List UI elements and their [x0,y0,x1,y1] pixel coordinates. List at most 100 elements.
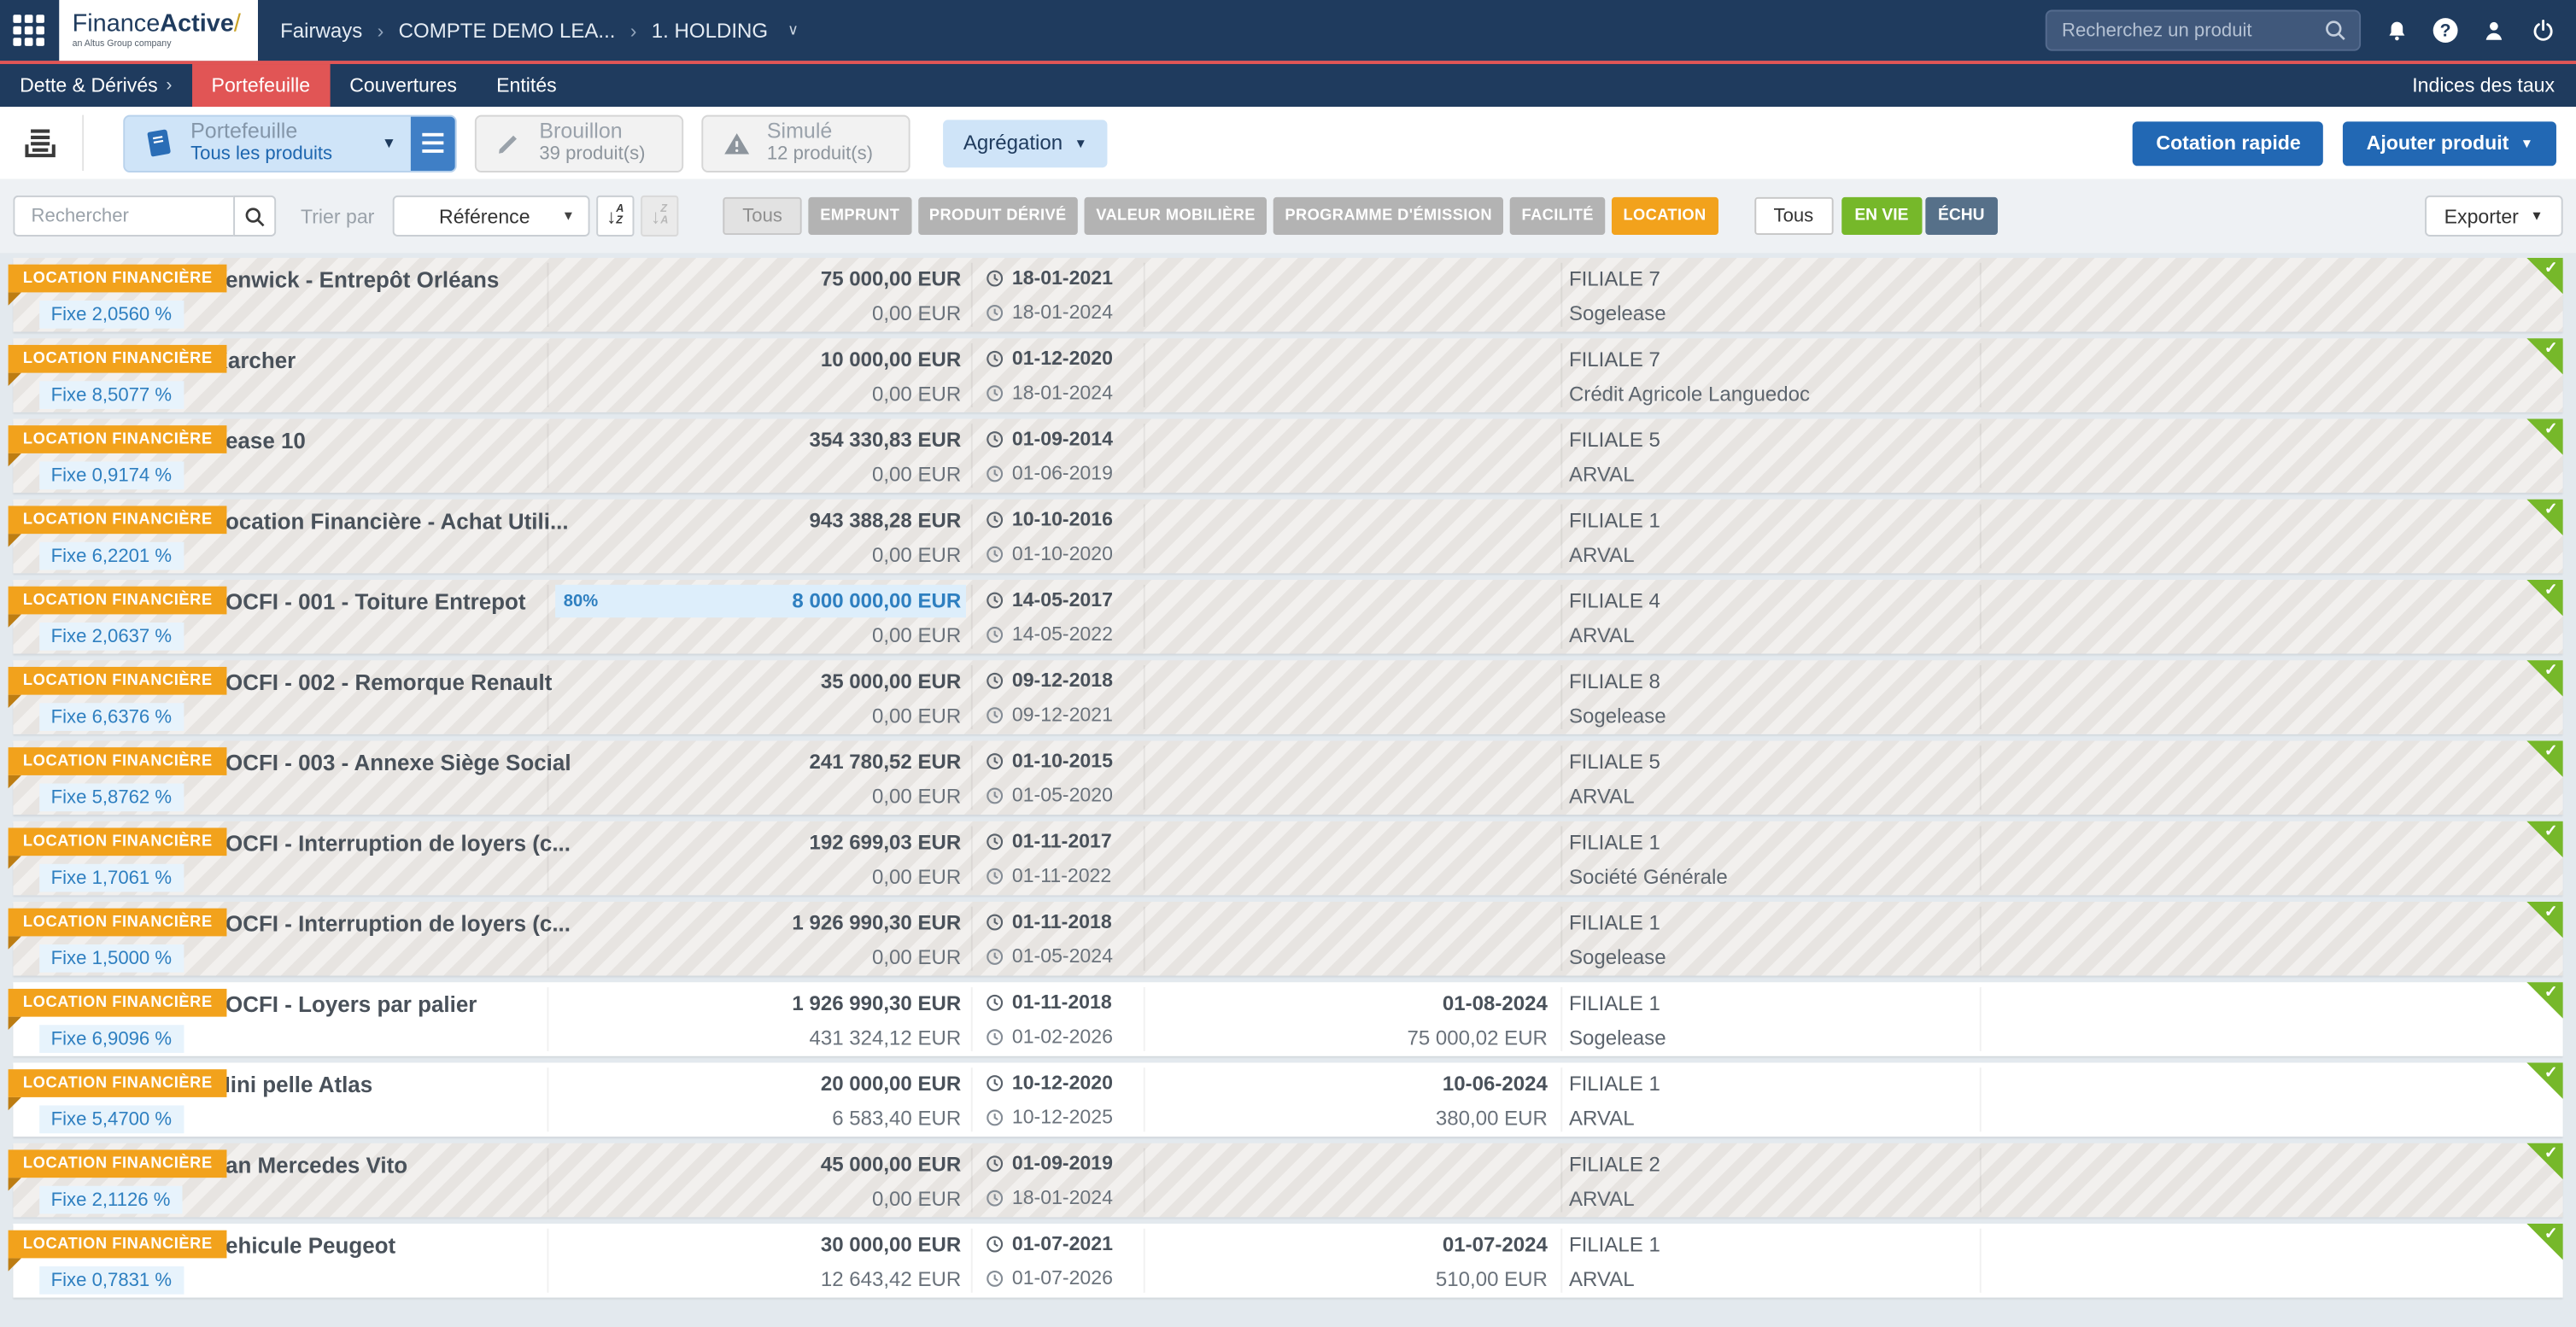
product-name[interactable]: LOCFI - Loyers par palier [212,991,477,1017]
rate-chip[interactable]: Fixe 2,1126 % [39,1185,182,1214]
product-name[interactable]: LOCFI - 002 - Remorque Renault [212,669,553,695]
status-filter-expired[interactable]: ÉCHU [1924,196,1998,236]
product-name[interactable]: Lease 10 [212,429,306,453]
print-list-icon[interactable] [21,124,59,161]
product-row[interactable]: LOCATION FINANCIÈRE Fixe 2,0637 % LOCFI … [8,579,2563,654]
rate-chip[interactable]: Fixe 8,5077 % [39,381,184,409]
list-search-input[interactable] [27,204,220,228]
product-row[interactable]: LOCATION FINANCIÈRE Fixe 1,5000 % LOCFI … [8,902,2563,976]
sort-desc-button[interactable]: ↓ Z A [640,195,679,237]
validated-corner-icon [2526,499,2563,536]
add-product-button[interactable]: Ajouter produit ▼ [2343,120,2556,166]
amount-cell: 192 699,03 EUR 0,00 EUR [555,821,966,896]
type-filter-location[interactable]: LOCATION [1612,196,1718,236]
rate-chip[interactable]: Fixe 2,0637 % [39,623,184,651]
chevron-down-icon[interactable]: ▼ [381,134,396,151]
nav-item-portefeuille[interactable]: Portefeuille [191,64,331,108]
product-name[interactable]: LOCFI - 003 - Annexe Siège Social [212,751,571,775]
validated-corner-icon [2526,418,2563,455]
type-filter-programme-emission[interactable]: PROGRAMME D'ÉMISSION [1273,196,1504,236]
nav-item-entites[interactable]: Entités [496,73,557,97]
simulated-view-button[interactable]: Simulé 12 produit(s) [700,114,911,172]
next-payment-cell: 10-06-2024 380,00 EUR [1163,1063,1554,1137]
cell-divider [547,262,549,327]
cell-divider [547,665,549,730]
breadcrumb-item-account[interactable]: COMPTE DEMO LEA... [398,19,616,43]
type-filter-all[interactable]: Tous [723,196,803,236]
product-row[interactable]: LOCATION FINANCIÈRE Fixe 0,9174 % Lease … [8,418,2563,494]
type-filter-produit-derive[interactable]: PRODUIT DÉRIVÉ [917,196,1079,236]
rate-chip[interactable]: Fixe 2,0560 % [39,301,184,329]
product-row[interactable]: LOCATION FINANCIÈRE Fixe 2,1126 % Van Me… [8,1143,2563,1218]
product-name[interactable]: Mini pelle Atlas [212,1073,373,1097]
clock-icon [986,833,1004,850]
filter-bar: Trier par Référence ▼ ↓AZ ↓ZA Tous EMPRU… [0,178,2576,254]
product-name[interactable]: LOCFI - Interruption de loyers (c... [212,831,571,856]
product-row[interactable]: LOCATION FINANCIÈRE Fixe 5,4700 % Mini p… [8,1062,2563,1137]
export-button[interactable]: Exporter ▼ [2424,195,2563,237]
draft-view-button[interactable]: Brouillon 39 produit(s) [475,114,683,172]
nav-item-dette-derives[interactable]: Dette & Dérivés › [20,73,173,97]
product-name[interactable]: Vehicule Peugeot [212,1233,396,1259]
product-row[interactable]: LOCATION FINANCIÈRE Fixe 8,5077 % Karche… [8,338,2563,412]
cell-divider [970,1067,973,1132]
product-row[interactable]: LOCATION FINANCIÈRE Fixe 6,9096 % LOCFI … [8,982,2563,1056]
brand-logo[interactable]: FinanceActive/ an Altus Group company [59,0,258,61]
product-row[interactable]: LOCATION FINANCIÈRE Fixe 0,7831 % Vehicu… [8,1224,2563,1298]
check-icon: ✓ [2544,662,2558,681]
clock-icon [986,1189,1004,1206]
type-filter-facilite[interactable]: FACILITÉ [1510,196,1606,236]
rate-chip[interactable]: Fixe 1,7061 % [39,863,184,892]
rate-chip[interactable]: Fixe 1,5000 % [39,944,184,973]
end-date: 01-05-2024 [1011,944,1113,967]
product-row[interactable]: LOCATION FINANCIÈRE Fixe 5,8762 % LOCFI … [8,740,2563,815]
product-row[interactable]: LOCATION FINANCIÈRE Fixe 6,6376 % LOCFI … [8,660,2563,734]
status-filter-all[interactable]: Tous [1753,196,1834,236]
cell-divider [970,584,973,649]
product-row[interactable]: LOCATION FINANCIÈRE Fixe 6,2201 % Locati… [8,499,2563,574]
quick-quote-button[interactable]: Cotation rapide [2133,120,2324,166]
rate-chip[interactable]: Fixe 0,9174 % [39,461,184,490]
rate-chip[interactable]: Fixe 0,7831 % [39,1266,184,1295]
check-icon: ✓ [2544,984,2558,1003]
cell-divider [547,1067,549,1132]
product-row[interactable]: LOCATION FINANCIÈRE Fixe 2,0560 % Fenwic… [8,257,2563,332]
outstanding-amount: 12 643,42 EUR [820,1267,962,1291]
sort-asc-button[interactable]: ↓ A Z [596,195,635,237]
help-icon[interactable]: ? [2433,18,2458,44]
product-name[interactable]: Fenwick - Entrepôt Orléans [212,267,500,293]
nav-item-couvertures[interactable]: Couvertures [349,73,457,97]
power-icon[interactable] [2530,17,2556,44]
rate-chip[interactable]: Fixe 6,2201 % [39,541,184,570]
app-grid-icon[interactable] [13,15,44,46]
type-filter-valeur-mobiliere[interactable]: VALEUR MOBILIÈRE [1084,196,1268,236]
aggregation-button[interactable]: Agrégation ▼ [943,119,1107,167]
sort-select[interactable]: Référence ▼ [392,195,590,237]
global-search-input[interactable] [2058,19,2323,43]
product-name[interactable]: Van Mercedes Vito [212,1153,408,1178]
chevron-down-icon[interactable]: ∨ [787,21,799,38]
search-icon[interactable] [2323,18,2348,43]
breadcrumb-item-holding[interactable]: 1. HOLDING [651,19,769,43]
product-name[interactable]: LOCFI - Interruption de loyers (c... [212,911,571,937]
type-filter-emprunt[interactable]: EMPRUNT [808,196,911,236]
start-date: 01-09-2019 [1011,1151,1113,1175]
rate-chip[interactable]: Fixe 6,6376 % [39,703,184,731]
rates-indices-link[interactable]: Indices des taux [2412,73,2556,97]
rate-chip[interactable]: Fixe 5,8762 % [39,783,184,812]
validated-corner-icon [2526,1224,2563,1260]
rate-chip[interactable]: Fixe 6,9096 % [39,1025,184,1053]
product-row[interactable]: LOCATION FINANCIÈRE Fixe 1,7061 % LOCFI … [8,821,2563,896]
notifications-bell-icon[interactable] [2384,17,2410,44]
breadcrumb: Fairways › COMPTE DEMO LEA... › 1. HOLDI… [280,19,799,42]
breadcrumb-item-fairways[interactable]: Fairways [280,19,363,43]
product-name[interactable]: Location Financière - Achat Utili... [212,509,569,535]
user-icon[interactable] [2480,17,2507,44]
list-search-button[interactable] [233,195,277,237]
list-menu-icon[interactable] [411,115,456,171]
product-type-ribbon: LOCATION FINANCIÈRE [8,908,228,937]
rate-chip[interactable]: Fixe 5,4700 % [39,1105,184,1134]
portfolio-view-button[interactable]: Portefeuille Tous les produits ▼ [123,114,458,172]
status-filter-alive[interactable]: EN VIE [1841,196,1922,236]
product-name[interactable]: LOCFI - 001 - Toiture Entrepot [212,589,526,615]
